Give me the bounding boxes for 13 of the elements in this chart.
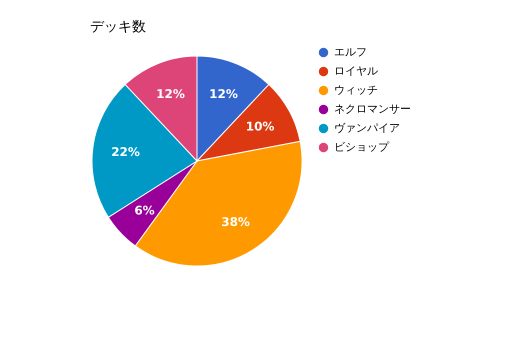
data-label: 6%: [134, 203, 155, 218]
legend-label: ロイヤル: [334, 64, 378, 78]
legend-label: エルフ: [334, 46, 367, 58]
legend-label: ヴァンパイア: [334, 122, 400, 134]
legend-label: ビショップ: [334, 140, 390, 154]
data-label: 22%: [111, 144, 140, 159]
data-label: 12%: [209, 87, 238, 102]
data-label: 38%: [221, 214, 250, 229]
chart-title: デッキ数: [90, 19, 146, 35]
data-label: 12%: [156, 87, 185, 102]
legend-label: ネクロマンサー: [334, 102, 411, 116]
legend-label: ウィッチ: [334, 84, 378, 96]
data-label: 10%: [246, 119, 274, 134]
